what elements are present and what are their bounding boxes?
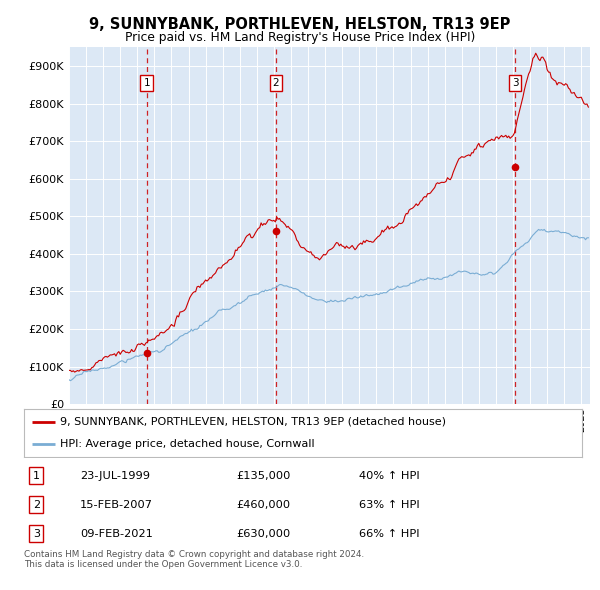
Text: 1: 1 <box>33 471 40 481</box>
Text: 2: 2 <box>33 500 40 510</box>
Text: £630,000: £630,000 <box>236 529 290 539</box>
Text: 3: 3 <box>33 529 40 539</box>
Text: 63% ↑ HPI: 63% ↑ HPI <box>359 500 419 510</box>
Text: 3: 3 <box>512 78 518 88</box>
Text: HPI: Average price, detached house, Cornwall: HPI: Average price, detached house, Corn… <box>60 439 315 449</box>
Text: 40% ↑ HPI: 40% ↑ HPI <box>359 471 419 481</box>
Text: 9, SUNNYBANK, PORTHLEVEN, HELSTON, TR13 9EP (detached house): 9, SUNNYBANK, PORTHLEVEN, HELSTON, TR13 … <box>60 417 446 427</box>
Text: £135,000: £135,000 <box>236 471 290 481</box>
Text: Price paid vs. HM Land Registry's House Price Index (HPI): Price paid vs. HM Land Registry's House … <box>125 31 475 44</box>
Text: Contains HM Land Registry data © Crown copyright and database right 2024.
This d: Contains HM Land Registry data © Crown c… <box>24 550 364 569</box>
Text: 2: 2 <box>272 78 279 88</box>
Text: 9, SUNNYBANK, PORTHLEVEN, HELSTON, TR13 9EP: 9, SUNNYBANK, PORTHLEVEN, HELSTON, TR13 … <box>89 17 511 31</box>
Text: 1: 1 <box>143 78 150 88</box>
Text: 66% ↑ HPI: 66% ↑ HPI <box>359 529 419 539</box>
Text: 15-FEB-2007: 15-FEB-2007 <box>80 500 153 510</box>
Text: 09-FEB-2021: 09-FEB-2021 <box>80 529 152 539</box>
Text: 23-JUL-1999: 23-JUL-1999 <box>80 471 150 481</box>
Text: £460,000: £460,000 <box>236 500 290 510</box>
